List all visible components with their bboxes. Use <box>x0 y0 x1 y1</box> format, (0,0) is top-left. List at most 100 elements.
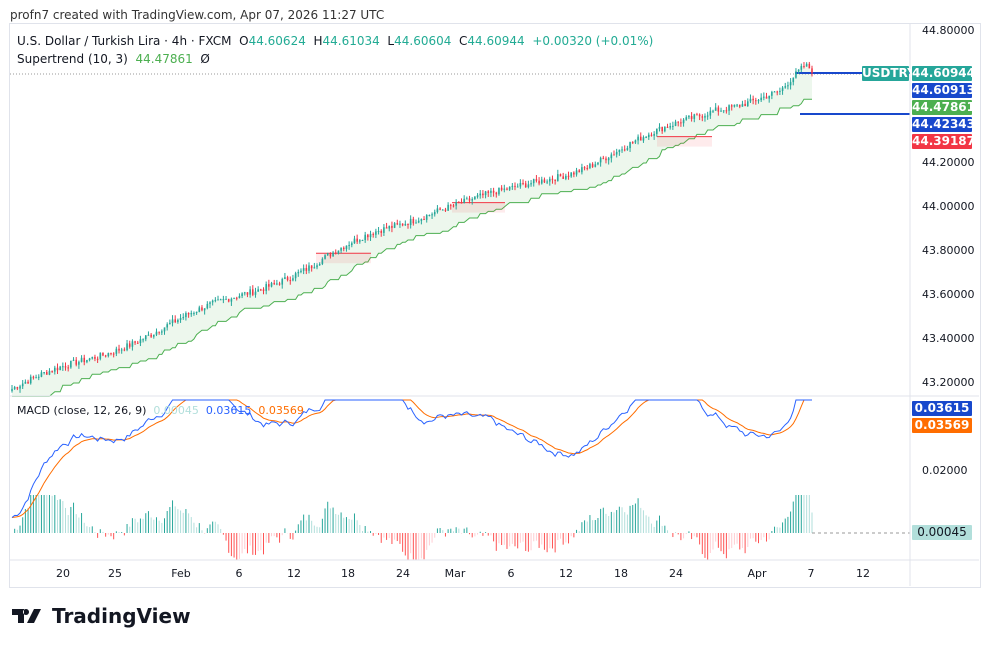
candle-body <box>286 277 289 281</box>
price-axis-label: 44.20000 <box>922 156 975 169</box>
candle-body <box>468 198 471 201</box>
candle-body <box>629 142 631 149</box>
candle-body <box>476 195 479 197</box>
candle-body <box>284 277 286 280</box>
candle-body <box>760 97 762 101</box>
candle-body <box>78 361 80 365</box>
candle-body <box>139 339 142 344</box>
supertrend-extra: Ø <box>200 52 210 66</box>
candle-body <box>27 381 29 384</box>
candle-body <box>757 100 760 102</box>
candle-body <box>219 299 222 301</box>
candle-body <box>383 227 385 233</box>
time-axis-label: Apr <box>747 567 767 580</box>
macd-signal-line <box>11 399 812 518</box>
candle-body <box>340 247 342 251</box>
candle-body <box>396 223 399 225</box>
candle-body <box>466 198 468 200</box>
candle-body <box>353 238 356 244</box>
candle-body <box>348 245 350 247</box>
candle-body <box>21 383 24 387</box>
candle-body <box>741 103 744 107</box>
candle-body <box>615 151 618 155</box>
candle-body <box>484 191 487 196</box>
candle-body <box>685 117 688 120</box>
candle-body <box>621 149 623 151</box>
candle-body <box>506 188 508 190</box>
candle-body <box>658 126 661 129</box>
candle-body <box>557 174 559 181</box>
candle-body <box>318 263 321 266</box>
candle-body <box>83 357 86 363</box>
candle-body <box>722 110 725 112</box>
candle-body <box>565 175 567 179</box>
symbol-title[interactable]: U.S. Dollar / Turkish Lira · 4h · FXCM <box>17 34 232 48</box>
price-axis-label: 43.80000 <box>922 244 975 257</box>
candle-body <box>11 388 13 392</box>
candle-body <box>404 223 407 226</box>
candle-body <box>535 179 538 181</box>
candle-body <box>375 231 377 235</box>
candle-body <box>605 158 607 161</box>
candle-body <box>128 343 131 347</box>
macd-tag: 0.03569 <box>912 418 972 433</box>
candle-body <box>265 284 267 291</box>
credit-text: profn7 created with TradingView.com, Apr… <box>10 8 385 22</box>
candle-body <box>380 230 383 233</box>
candle-body <box>206 303 209 309</box>
candle-body <box>155 331 158 335</box>
candle-body <box>460 202 463 204</box>
candle-body <box>412 218 415 224</box>
candle-body <box>626 148 629 150</box>
candle-body <box>736 104 738 106</box>
candle-body <box>230 298 233 302</box>
candle-body <box>704 115 706 118</box>
candle-body <box>581 167 583 173</box>
candle-body <box>198 307 201 312</box>
candle-body <box>458 202 460 204</box>
candle-body <box>211 300 214 303</box>
candle-body <box>59 366 61 371</box>
candle-body <box>321 258 324 264</box>
macd-axis-label: 0.02000 <box>922 464 968 477</box>
candle-body <box>201 307 203 311</box>
close-label: C <box>459 34 468 48</box>
candle-body <box>254 291 257 295</box>
candle-body <box>289 280 292 282</box>
chart-frame[interactable] <box>9 23 981 588</box>
candle-body <box>134 341 136 343</box>
candle-body <box>399 223 401 225</box>
candle-body <box>193 312 195 314</box>
candle-body <box>115 348 118 354</box>
candle-body <box>54 367 56 372</box>
candle-body <box>431 214 433 216</box>
candle-body <box>356 238 358 242</box>
candle-body <box>75 359 78 365</box>
price-axis-label: 43.60000 <box>922 288 975 301</box>
candle-body <box>316 265 318 268</box>
candle-body <box>752 98 754 101</box>
candle-body <box>102 352 104 356</box>
supertrend-legend[interactable]: Supertrend (10, 3) 44.47861 Ø <box>17 52 210 66</box>
macd-legend[interactable]: MACD (close, 12, 26, 9) 0.00045 0.03615 … <box>17 404 304 417</box>
macd-hist-value: 0.00045 <box>153 404 199 417</box>
candle-body <box>746 101 749 107</box>
low-label: L <box>387 34 395 48</box>
candle-body <box>243 292 246 294</box>
candle-body <box>498 187 500 195</box>
supertrend-down-fill <box>657 136 712 147</box>
candle-body <box>409 218 412 226</box>
candle-body <box>792 77 795 83</box>
candle-body <box>345 245 348 250</box>
candle-body <box>672 125 674 127</box>
candle-body <box>417 220 420 223</box>
candle-body <box>235 297 238 299</box>
price-tag: 44.60944 <box>912 66 976 81</box>
tradingview-logo[interactable]: TradingView <box>12 604 191 628</box>
candle-body <box>32 376 35 378</box>
candle-body <box>88 358 91 360</box>
price-tag: USDTRY <box>862 66 916 81</box>
candle-body <box>540 179 543 184</box>
candle-body <box>342 247 345 250</box>
